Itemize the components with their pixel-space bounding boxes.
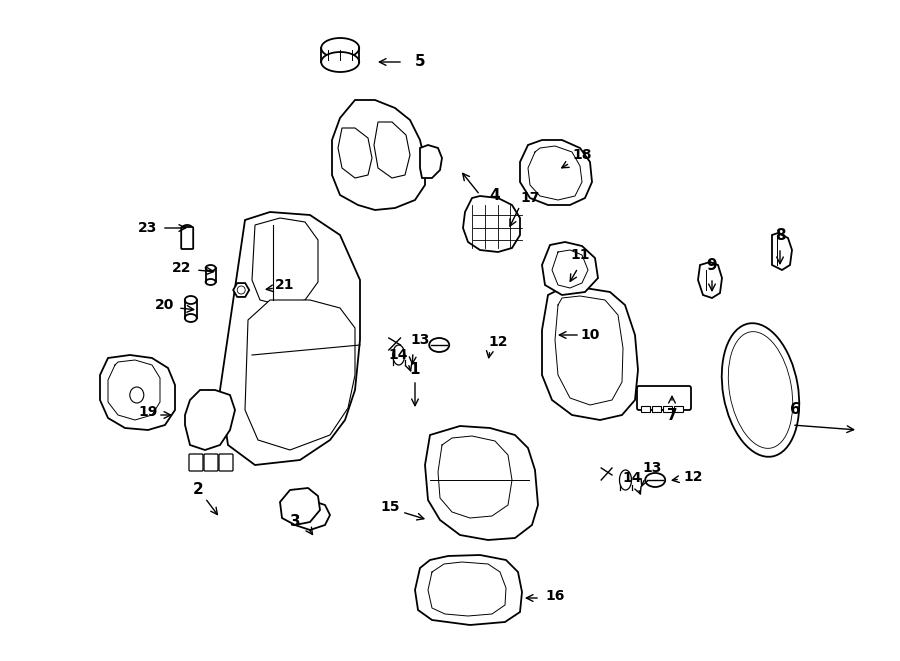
Polygon shape	[463, 196, 520, 252]
Polygon shape	[280, 488, 320, 525]
Text: 5: 5	[415, 54, 426, 69]
Text: 15: 15	[380, 500, 400, 514]
Text: 23: 23	[139, 221, 158, 235]
Text: 22: 22	[172, 261, 192, 275]
Bar	[641, 406, 650, 412]
Ellipse shape	[429, 338, 449, 352]
Ellipse shape	[182, 225, 193, 231]
Text: 19: 19	[139, 405, 158, 419]
Polygon shape	[332, 100, 425, 210]
Text: 17: 17	[520, 191, 540, 205]
Text: 13: 13	[643, 461, 662, 475]
Polygon shape	[338, 128, 372, 178]
Bar	[674, 406, 683, 412]
FancyBboxPatch shape	[181, 227, 194, 249]
FancyBboxPatch shape	[204, 454, 218, 471]
Text: 3: 3	[290, 514, 301, 529]
Text: 12: 12	[488, 335, 508, 349]
Text: 1: 1	[410, 362, 420, 377]
Text: 9: 9	[706, 258, 717, 272]
Ellipse shape	[205, 265, 216, 271]
Text: 13: 13	[410, 333, 429, 347]
Text: 20: 20	[156, 298, 175, 312]
Polygon shape	[245, 300, 355, 450]
Polygon shape	[185, 390, 235, 450]
Polygon shape	[698, 262, 722, 298]
Ellipse shape	[130, 387, 144, 403]
Polygon shape	[420, 145, 442, 178]
Polygon shape	[252, 218, 318, 305]
Ellipse shape	[205, 279, 216, 285]
Polygon shape	[520, 140, 592, 205]
Ellipse shape	[321, 52, 359, 72]
Polygon shape	[233, 283, 249, 297]
Bar	[652, 406, 661, 412]
Polygon shape	[290, 490, 330, 530]
Ellipse shape	[645, 473, 665, 487]
Polygon shape	[415, 555, 522, 625]
Polygon shape	[772, 233, 792, 270]
Text: 2: 2	[193, 483, 203, 498]
Text: 8: 8	[775, 227, 786, 243]
Polygon shape	[374, 122, 410, 178]
Ellipse shape	[184, 314, 197, 322]
Bar	[662, 406, 671, 412]
Polygon shape	[220, 212, 360, 465]
Text: 10: 10	[580, 328, 599, 342]
Text: 18: 18	[572, 148, 592, 162]
Text: 7: 7	[667, 407, 678, 422]
Text: 12: 12	[683, 470, 703, 484]
Text: 6: 6	[789, 403, 800, 418]
FancyBboxPatch shape	[219, 454, 233, 471]
FancyBboxPatch shape	[189, 454, 203, 471]
Polygon shape	[100, 355, 175, 430]
Polygon shape	[425, 426, 538, 540]
Text: 14: 14	[622, 471, 642, 485]
Polygon shape	[542, 288, 638, 420]
FancyBboxPatch shape	[637, 386, 691, 410]
Text: 4: 4	[490, 188, 500, 202]
Ellipse shape	[321, 38, 359, 58]
Text: 11: 11	[571, 248, 590, 262]
Text: 16: 16	[545, 589, 564, 603]
Polygon shape	[542, 242, 598, 295]
Text: 14: 14	[388, 348, 408, 362]
Text: 21: 21	[275, 278, 295, 292]
Ellipse shape	[722, 323, 799, 457]
Ellipse shape	[184, 296, 197, 304]
